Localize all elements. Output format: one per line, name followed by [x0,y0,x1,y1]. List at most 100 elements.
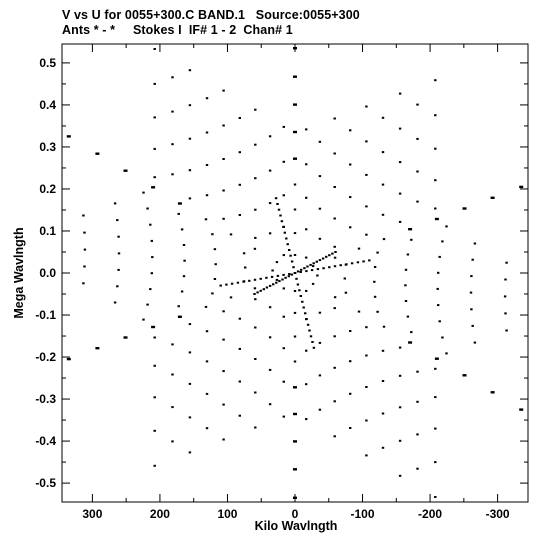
y-tick-label: 0.1 [39,224,56,238]
uv-point [214,263,217,266]
uv-point [230,282,234,285]
uv-point [365,233,368,236]
uv-point [188,351,192,354]
uv-point [180,290,184,293]
uv-point [293,157,297,160]
uv-point [434,217,439,221]
uv-point [268,232,272,235]
uv-point [416,400,419,403]
uv-point [285,237,288,240]
uv-point [293,335,297,338]
uv-point [357,310,361,313]
uv-point [408,341,413,344]
uv-point [278,280,281,283]
uv-point [325,255,328,258]
uv-point [293,208,297,211]
uv-point [376,251,379,254]
uv-point [254,298,257,301]
uv-point [275,261,279,264]
uv-point [113,202,117,205]
uv-point [282,254,285,257]
uv-point [289,254,292,257]
uv-point [171,406,174,409]
uv-point [229,296,233,299]
uv-point [381,412,385,415]
uv-point [416,137,419,140]
x-tick-label: 200 [150,507,170,521]
uv-point [434,179,437,182]
uv-point [293,232,297,235]
uv-point [204,305,208,308]
uv-point [293,440,297,443]
uv-point [305,289,308,292]
uv-point [308,329,311,332]
uv-point [153,176,156,179]
y-tick-label: 0.5 [39,56,56,70]
y-tick-labels: 0.5 0.4 0.3 0.2 0.1 0.0 -0.1 -0.2 -0.3 -0.4 -0.5 [35,56,56,490]
uv-point [253,287,257,290]
uv-point [238,117,241,119]
uv-point [318,175,322,178]
uv-point [293,412,297,416]
uv-point [398,92,402,95]
uv-point [293,254,297,256]
uv-point [254,326,257,329]
uv-point [279,214,282,217]
uv-point [305,270,308,273]
uv-point [305,128,308,131]
uv-point [153,429,156,432]
uv-point [281,278,284,281]
uv-point [188,323,192,326]
uv-point [470,308,473,311]
uv-point [333,435,336,438]
uv-point [473,341,477,344]
uv-point [404,284,407,287]
uv-point [469,291,473,294]
uv-point [142,191,145,194]
uv-point [312,262,315,265]
uv-point [305,196,308,199]
uv-point [238,380,241,383]
uv-point [236,281,240,284]
uv-point [408,228,413,231]
uv-point [293,311,297,314]
uv-point [254,108,257,111]
uv-point [349,163,352,166]
uv-point [434,367,437,370]
uv-point [519,408,524,411]
uv-point [398,127,402,130]
y-tick-label: 0.2 [39,182,56,196]
uv-point [149,288,152,291]
uv-point [321,257,325,260]
uv-point [83,231,86,234]
uv-point [345,263,348,266]
uv-point [436,287,439,290]
y-tick-label: 0.4 [39,98,56,112]
uv-point [437,271,440,274]
uv-point [274,197,278,200]
uv-point [296,283,300,286]
uv-point [293,103,297,106]
uv-point [365,386,368,388]
uv-point [265,276,268,279]
uv-point [298,289,301,292]
uv-point [171,76,174,79]
uv-point [253,247,257,250]
uv-point [416,170,419,173]
uv-point [318,140,322,143]
uv-point [149,223,152,226]
uv-point [188,451,192,454]
uv-point [253,278,257,281]
uv-point [242,252,246,255]
uv-point [268,202,272,205]
uv-point [368,259,371,262]
uv-point [299,295,302,297]
uv-point [434,357,439,360]
uv-point [365,140,368,143]
uv-point [333,245,336,248]
uv-point [151,256,154,259]
uv-point [333,335,336,338]
uv-point [238,347,241,350]
uv-point [171,173,174,176]
uv-point [82,282,85,285]
